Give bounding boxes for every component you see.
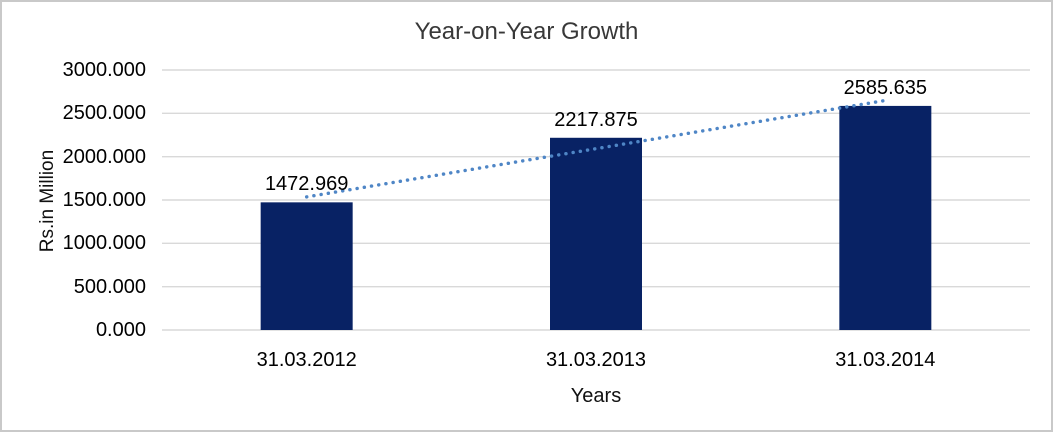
x-tick-label: 31.03.2014 <box>835 349 936 371</box>
bar-value-label: 2585.635 <box>843 76 928 99</box>
x-tick-label: 31.03.2012 <box>256 349 357 371</box>
y-tick-label: 3000.000 <box>62 59 146 81</box>
x-axis-title: Years <box>570 385 622 407</box>
y-tick-label: 0.000 <box>95 319 146 341</box>
y-tick-label: 2500.000 <box>62 102 146 125</box>
y-tick-label: 1000.000 <box>62 232 146 255</box>
bar <box>260 202 353 330</box>
y-tick-label: 1500.000 <box>62 189 146 211</box>
chart-title: Year-on-Year Growth <box>414 18 639 45</box>
bar <box>550 137 642 330</box>
bar <box>839 105 932 330</box>
bar-value-label: 1472.969 <box>264 173 349 196</box>
y-tick-label: 500.000 <box>73 275 146 298</box>
x-tick-label: 31.03.2013 <box>545 349 647 371</box>
trendline <box>304 98 888 199</box>
bar-value-label: 2217.875 <box>554 108 638 131</box>
y-tick-label: 2000.000 <box>62 145 146 168</box>
